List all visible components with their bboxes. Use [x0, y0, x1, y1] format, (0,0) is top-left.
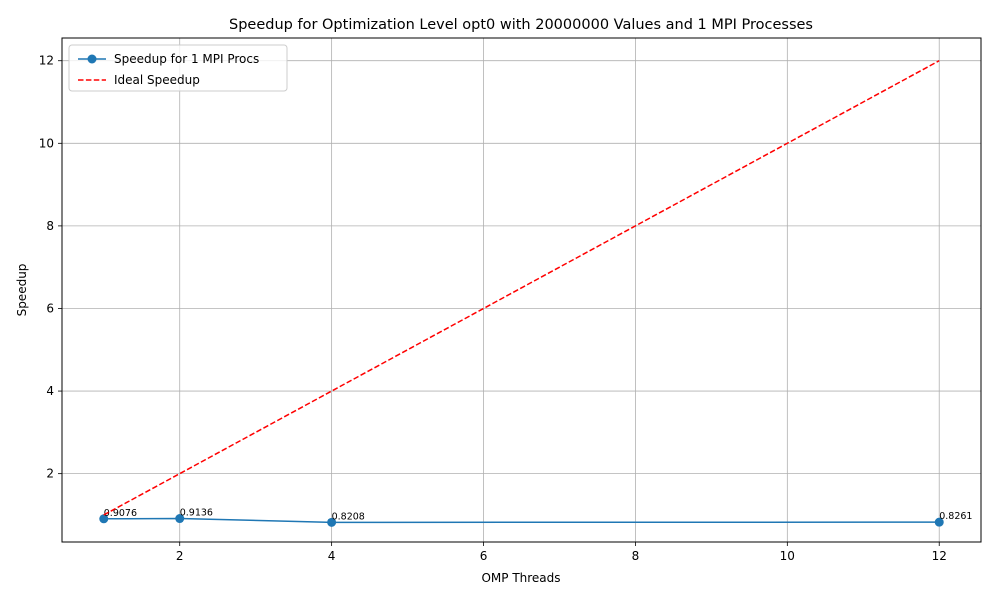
data-label: 0.9076	[104, 508, 137, 519]
plot-frame	[61, 37, 982, 543]
series-line-1	[103, 517, 940, 524]
chart-title: Speedup for Optimization Level opt0 with…	[229, 17, 813, 33]
legend-box	[68, 44, 288, 92]
x-tick-label: 10	[780, 549, 795, 563]
data-point	[175, 514, 185, 524]
y-tick-label: 12	[39, 54, 54, 68]
data-label: 0.9136	[180, 508, 213, 519]
x-tick-label: 6	[480, 549, 488, 563]
series-line-2	[103, 60, 940, 516]
data-point	[934, 517, 944, 527]
axis-ticks: 2 4 6 8 10 12 2 4 6 8 10 12	[39, 54, 947, 563]
x-tick-label: 2	[176, 549, 184, 563]
y-tick-label: 8	[46, 219, 54, 233]
y-tick-label: 10	[39, 136, 54, 150]
x-tick-label: 4	[328, 549, 336, 563]
legend: Speedup for 1 MPI Procs Ideal Speedup	[68, 44, 288, 92]
data-label: 0.8208	[332, 511, 365, 522]
legend-entry-label: Speedup for 1 MPI Procs	[114, 52, 259, 66]
series-layer: 0.9076 0.9136 0.8208 0.8261	[99, 60, 972, 527]
y-axis-label: Speedup	[15, 264, 29, 317]
y-tick-label: 4	[46, 384, 54, 398]
y-tick-label: 2	[46, 467, 54, 481]
legend-entry-label: Ideal Speedup	[114, 73, 200, 87]
grid-lines	[62, 38, 981, 542]
data-point	[327, 517, 337, 527]
legend-marker	[87, 54, 97, 64]
data-point	[99, 514, 109, 524]
x-tick-label: 12	[932, 549, 947, 563]
x-axis-label: OMP Threads	[481, 571, 560, 585]
y-tick-label: 6	[46, 301, 54, 315]
x-tick-label: 8	[632, 549, 640, 563]
data-label: 0.8261	[939, 511, 972, 522]
